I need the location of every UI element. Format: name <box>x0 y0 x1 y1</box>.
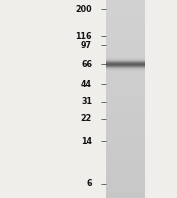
Text: 97: 97 <box>81 41 92 50</box>
Text: 22: 22 <box>81 114 92 124</box>
Text: 14: 14 <box>81 137 92 146</box>
Text: 44: 44 <box>81 80 92 89</box>
Text: 6: 6 <box>87 179 92 188</box>
Text: 200: 200 <box>75 5 92 14</box>
Text: 31: 31 <box>81 97 92 106</box>
Text: 66: 66 <box>81 60 92 69</box>
Text: 116: 116 <box>76 32 92 41</box>
